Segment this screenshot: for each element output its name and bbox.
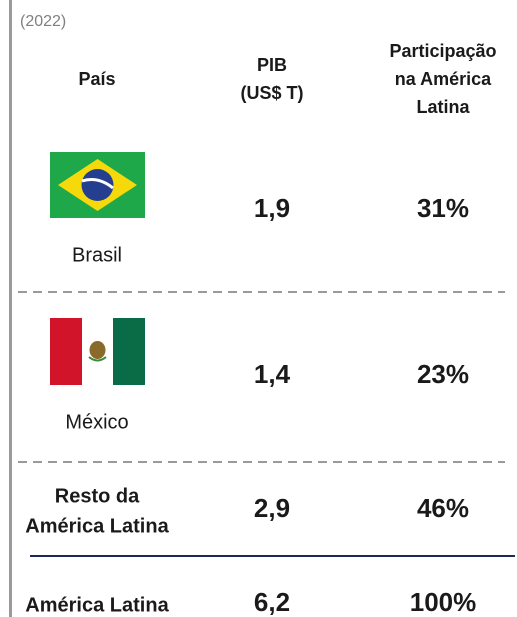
country-name: México [65, 411, 128, 433]
gdp-value: 6,2 [254, 587, 290, 617]
country-name: América Latina [25, 515, 169, 537]
country-name: América Latina [25, 594, 169, 616]
column-header: (US$ T) [241, 83, 304, 103]
left-rule [9, 0, 12, 617]
country-name: Brasil [72, 244, 122, 266]
share-value: 31% [417, 193, 469, 223]
country-name: Resto da [55, 485, 140, 507]
column-header: Participação [389, 41, 496, 61]
share-value: 23% [417, 359, 469, 389]
column-header: PIB [257, 55, 287, 75]
gdp-value: 1,9 [254, 193, 290, 223]
brazil-flag [50, 152, 145, 218]
column-header: na América [395, 69, 492, 89]
share-value: 46% [417, 493, 469, 523]
gdp-value: 2,9 [254, 493, 290, 523]
column-header: Latina [416, 97, 470, 117]
gdp-value: 1,4 [254, 359, 291, 389]
note: (2022) [20, 13, 66, 30]
mexico-flag [50, 318, 145, 385]
share-value: 100% [410, 587, 477, 617]
column-header: País [78, 69, 115, 89]
